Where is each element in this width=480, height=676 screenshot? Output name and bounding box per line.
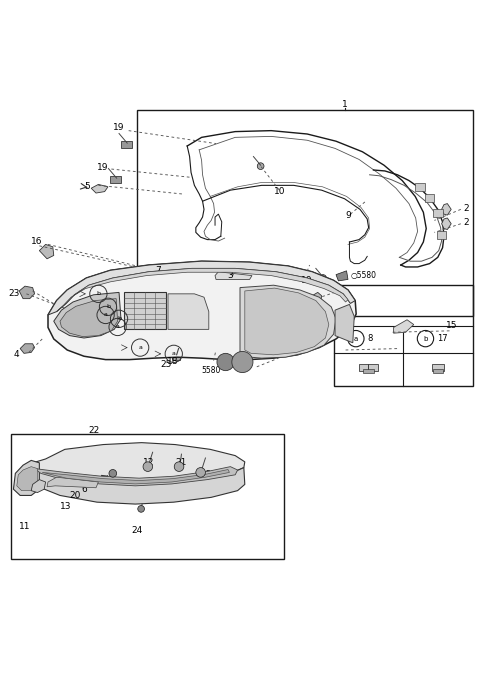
Text: 23: 23 xyxy=(9,289,20,298)
Polygon shape xyxy=(31,479,46,493)
Text: b: b xyxy=(423,335,428,341)
Polygon shape xyxy=(30,443,245,483)
Polygon shape xyxy=(60,299,118,337)
Polygon shape xyxy=(442,218,451,230)
Text: 19: 19 xyxy=(113,123,125,132)
Polygon shape xyxy=(42,470,229,484)
Bar xyxy=(437,231,446,239)
Text: b: b xyxy=(106,304,110,310)
Text: a: a xyxy=(116,324,120,329)
Bar xyxy=(369,364,378,371)
Text: 1: 1 xyxy=(342,100,348,109)
Text: 22: 22 xyxy=(88,426,99,435)
Circle shape xyxy=(257,163,264,170)
Polygon shape xyxy=(91,185,108,193)
Bar xyxy=(334,285,473,386)
Polygon shape xyxy=(35,466,238,486)
Polygon shape xyxy=(17,466,37,491)
Polygon shape xyxy=(54,293,121,338)
Polygon shape xyxy=(168,294,209,329)
Text: 10: 10 xyxy=(301,276,313,285)
Circle shape xyxy=(320,274,326,281)
Text: 12: 12 xyxy=(201,470,212,479)
Polygon shape xyxy=(442,203,451,215)
Text: 5: 5 xyxy=(84,183,90,191)
Text: 25: 25 xyxy=(160,360,171,369)
Bar xyxy=(433,369,443,373)
Text: 4: 4 xyxy=(13,350,19,360)
Text: a: a xyxy=(104,312,108,318)
Bar xyxy=(110,176,121,183)
Text: 2: 2 xyxy=(463,204,469,213)
Bar xyxy=(359,364,369,371)
Bar xyxy=(433,210,443,217)
Circle shape xyxy=(232,352,253,372)
Text: 11: 11 xyxy=(19,522,31,531)
Circle shape xyxy=(143,462,153,471)
Polygon shape xyxy=(48,261,355,315)
Bar xyxy=(363,369,374,373)
Text: 18: 18 xyxy=(167,358,179,366)
Text: 19: 19 xyxy=(97,163,109,172)
Text: 13: 13 xyxy=(60,502,72,512)
Polygon shape xyxy=(20,344,35,354)
Bar xyxy=(172,355,180,360)
Polygon shape xyxy=(124,293,166,329)
Text: b: b xyxy=(96,291,100,296)
Text: 7: 7 xyxy=(156,266,161,275)
Text: a: a xyxy=(138,345,142,350)
Text: b: b xyxy=(117,316,121,321)
Text: 6: 6 xyxy=(82,485,87,493)
Bar xyxy=(425,194,434,201)
Text: a: a xyxy=(354,335,358,341)
Polygon shape xyxy=(13,460,39,496)
Text: 24: 24 xyxy=(131,527,143,535)
Polygon shape xyxy=(26,464,245,504)
Polygon shape xyxy=(48,261,356,360)
Text: 16: 16 xyxy=(31,237,43,247)
Circle shape xyxy=(109,470,117,477)
Polygon shape xyxy=(19,286,35,299)
Text: 9: 9 xyxy=(345,211,351,220)
Text: 10: 10 xyxy=(274,187,285,196)
Text: 8: 8 xyxy=(368,334,373,343)
Bar xyxy=(415,183,425,191)
Circle shape xyxy=(174,462,184,471)
Polygon shape xyxy=(240,285,336,358)
Text: 3: 3 xyxy=(228,271,233,280)
Polygon shape xyxy=(57,268,348,312)
Polygon shape xyxy=(215,272,252,279)
Circle shape xyxy=(217,354,234,370)
Polygon shape xyxy=(336,271,348,281)
Text: a: a xyxy=(172,352,176,356)
Polygon shape xyxy=(307,293,322,309)
Polygon shape xyxy=(394,320,414,333)
Text: 12: 12 xyxy=(143,458,155,467)
Polygon shape xyxy=(335,304,354,343)
Text: 17: 17 xyxy=(437,334,448,343)
Circle shape xyxy=(176,345,181,350)
Text: 21: 21 xyxy=(176,458,187,467)
Text: 2: 2 xyxy=(463,218,469,227)
Text: 15: 15 xyxy=(446,322,458,331)
Bar xyxy=(121,141,132,148)
Polygon shape xyxy=(245,288,329,355)
Text: 14: 14 xyxy=(306,296,318,305)
Bar xyxy=(11,434,284,559)
Polygon shape xyxy=(47,477,98,488)
Text: 20: 20 xyxy=(70,491,81,500)
Circle shape xyxy=(138,506,144,512)
Polygon shape xyxy=(39,245,54,259)
Circle shape xyxy=(196,468,205,477)
Bar xyxy=(137,110,473,316)
Text: ○5580: ○5580 xyxy=(350,271,376,280)
Text: 5580: 5580 xyxy=(202,366,221,375)
Bar xyxy=(432,364,444,371)
